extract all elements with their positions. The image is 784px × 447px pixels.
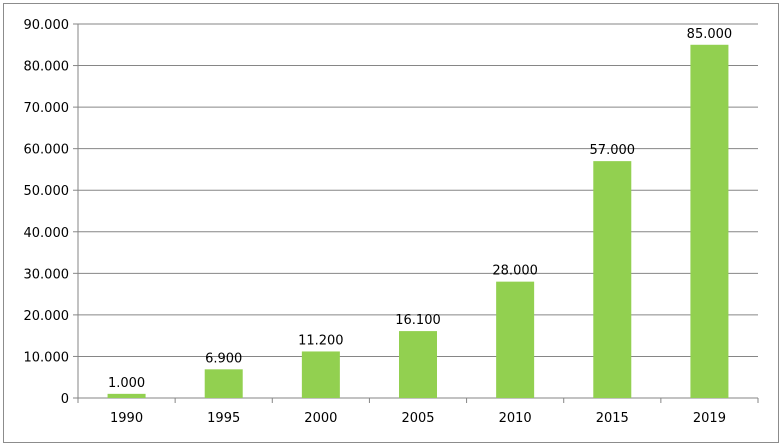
bar-2000: [301, 351, 340, 398]
x-tick-label: 2015: [596, 411, 629, 426]
bar-2019: [690, 44, 729, 399]
y-tick-label: 70.000: [24, 101, 70, 116]
y-tick-label: 10.000: [24, 350, 70, 365]
x-tick-label: 1995: [207, 411, 240, 426]
y-tick-label: 0: [61, 392, 69, 407]
y-tick-label: 80.000: [24, 60, 70, 75]
x-tick-label: 2005: [401, 411, 434, 426]
x-axis-ticks: 1990 1995 2000 2005 2010 2015 2019: [77, 398, 759, 426]
data-label-1995: 6.900: [205, 351, 242, 366]
bars: [107, 44, 729, 399]
gridlines: [78, 23, 758, 357]
data-labels: 1.000 6.900 11.200 16.100 28.000 57.000 85.000: [108, 27, 732, 391]
data-label-1990: 1.000: [108, 376, 145, 391]
y-tick-label: 60.000: [24, 143, 70, 158]
bar-2005: [399, 331, 437, 398]
y-tick-label: 40.000: [24, 226, 70, 241]
bar-1990: [107, 393, 146, 398]
data-label-2010: 28.000: [492, 264, 538, 279]
y-axis-ticks: 0 10.000 20.000 30.000 40.000 50.000 60.000 70.…: [24, 18, 78, 407]
data-label-2000: 11.200: [298, 333, 344, 348]
y-tick-label: 30.000: [24, 267, 70, 282]
data-label-2015: 57.000: [590, 143, 636, 158]
chart-frame: [3, 3, 779, 443]
x-tick-label: 2010: [499, 411, 532, 426]
x-tick-label: 1990: [110, 411, 143, 426]
bar-2015: [593, 161, 632, 398]
data-label-2005: 16.100: [395, 313, 441, 328]
x-tick-label: 2019: [693, 411, 726, 426]
bar-2010: [496, 281, 535, 398]
bar-1995: [204, 369, 243, 398]
x-tick-label: 2000: [304, 411, 337, 426]
y-tick-label: 90.000: [24, 18, 70, 33]
y-tick-label: 20.000: [24, 309, 70, 324]
data-label-2019: 85.000: [687, 27, 733, 42]
y-tick-label: 50.000: [24, 184, 70, 199]
